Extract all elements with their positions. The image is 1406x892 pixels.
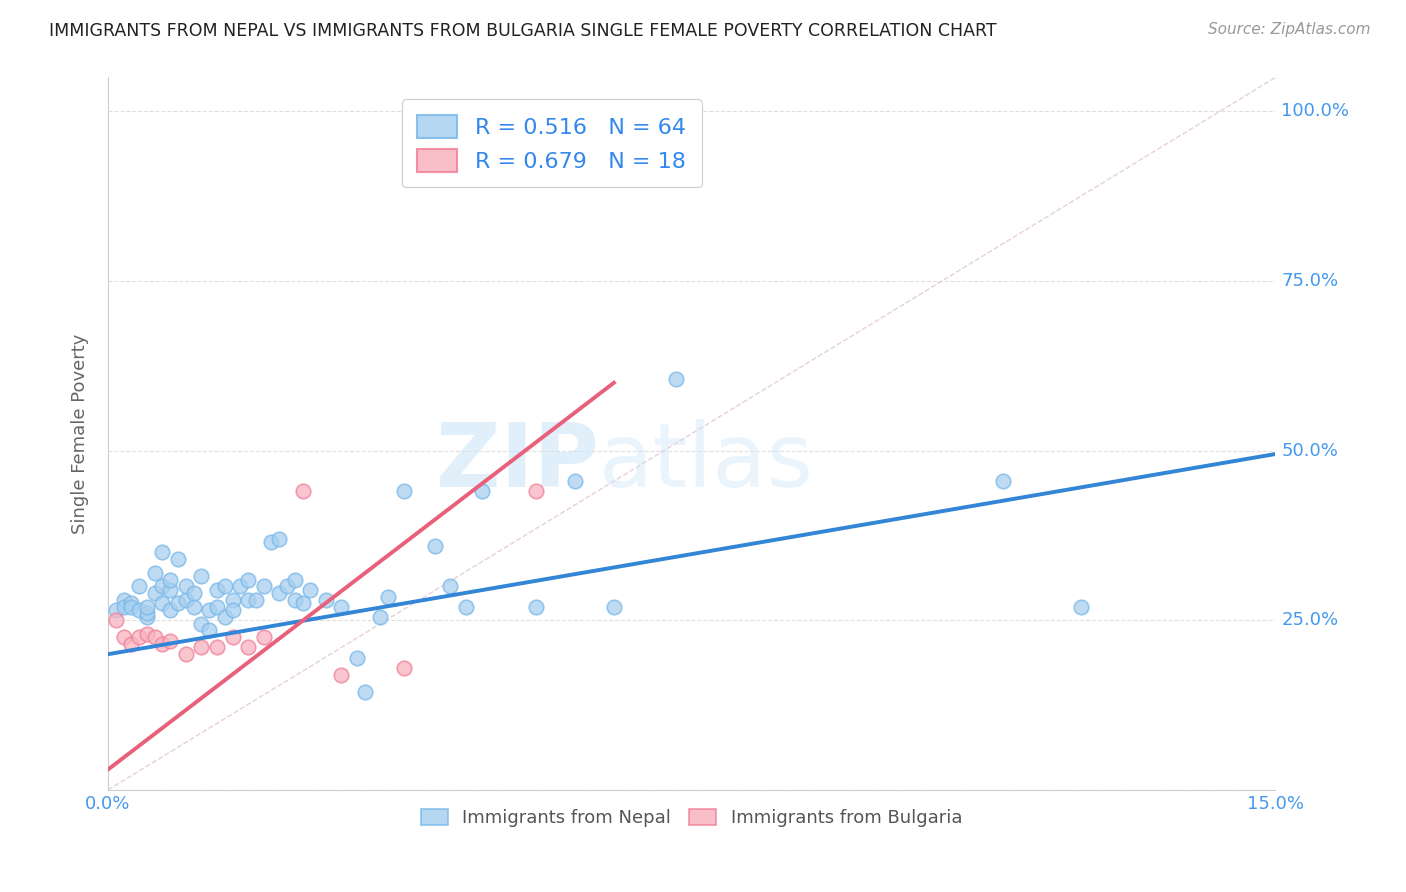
Point: [112, 593, 135, 607]
Text: 100.0%: 100.0%: [1281, 103, 1350, 120]
Point: [524, 484, 547, 499]
Point: [159, 582, 181, 597]
Point: [190, 616, 212, 631]
Point: [236, 593, 259, 607]
Point: [128, 579, 150, 593]
Point: [253, 579, 276, 593]
Point: [152, 596, 174, 610]
Text: atlas: atlas: [599, 418, 814, 506]
Point: [423, 539, 446, 553]
Point: [120, 599, 142, 614]
Point: [152, 637, 174, 651]
Point: [143, 586, 166, 600]
Point: [315, 593, 337, 607]
Point: [564, 474, 586, 488]
Point: [236, 573, 259, 587]
Point: [221, 593, 243, 607]
Point: [665, 372, 688, 386]
Y-axis label: Single Female Poverty: Single Female Poverty: [72, 334, 89, 534]
Point: [221, 630, 243, 644]
Point: [174, 647, 197, 661]
Point: [159, 633, 181, 648]
Point: [236, 640, 259, 655]
Point: [353, 684, 375, 698]
Point: [245, 593, 267, 607]
Point: [470, 484, 492, 499]
Point: [128, 603, 150, 617]
Point: [269, 586, 291, 600]
Point: [229, 579, 252, 593]
Point: [454, 599, 477, 614]
Point: [120, 637, 142, 651]
Point: [128, 630, 150, 644]
Point: [291, 484, 314, 499]
Point: [190, 640, 212, 655]
Point: [167, 552, 190, 566]
Point: [143, 566, 166, 580]
Point: [253, 630, 276, 644]
Point: [392, 661, 415, 675]
Point: [135, 599, 157, 614]
Point: [214, 579, 236, 593]
Point: [143, 630, 166, 644]
Point: [104, 603, 127, 617]
Point: [260, 535, 283, 549]
Point: [439, 579, 461, 593]
Point: [198, 603, 221, 617]
Point: [346, 650, 368, 665]
Point: [524, 599, 547, 614]
Point: [392, 484, 415, 499]
Text: 25.0%: 25.0%: [1281, 611, 1339, 629]
Point: [167, 596, 190, 610]
Point: [205, 640, 228, 655]
Point: [284, 573, 307, 587]
Point: [214, 610, 236, 624]
Text: ZIP: ZIP: [436, 418, 599, 506]
Text: IMMIGRANTS FROM NEPAL VS IMMIGRANTS FROM BULGARIA SINGLE FEMALE POVERTY CORRELAT: IMMIGRANTS FROM NEPAL VS IMMIGRANTS FROM…: [49, 22, 997, 40]
Point: [991, 474, 1014, 488]
Point: [284, 593, 307, 607]
Point: [174, 593, 197, 607]
Point: [112, 599, 135, 614]
Point: [269, 532, 291, 546]
Point: [198, 624, 221, 638]
Point: [174, 579, 197, 593]
Point: [120, 596, 142, 610]
Point: [299, 582, 322, 597]
Point: [291, 596, 314, 610]
Point: [205, 582, 228, 597]
Point: [190, 569, 212, 583]
Point: [112, 630, 135, 644]
Point: [159, 603, 181, 617]
Point: [330, 667, 353, 681]
Text: Source: ZipAtlas.com: Source: ZipAtlas.com: [1208, 22, 1371, 37]
Point: [135, 607, 157, 621]
Point: [276, 579, 298, 593]
Point: [152, 579, 174, 593]
Point: [183, 599, 205, 614]
Text: 75.0%: 75.0%: [1281, 272, 1339, 290]
Point: [183, 586, 205, 600]
Point: [377, 590, 399, 604]
Point: [370, 610, 392, 624]
Point: [135, 610, 157, 624]
Point: [205, 599, 228, 614]
Point: [152, 545, 174, 559]
Legend: Immigrants from Nepal, Immigrants from Bulgaria: Immigrants from Nepal, Immigrants from B…: [413, 802, 970, 834]
Point: [603, 599, 626, 614]
Point: [135, 627, 157, 641]
Point: [159, 573, 181, 587]
Text: 50.0%: 50.0%: [1281, 442, 1339, 459]
Point: [104, 613, 127, 627]
Point: [330, 599, 353, 614]
Point: [1070, 599, 1092, 614]
Point: [221, 603, 243, 617]
